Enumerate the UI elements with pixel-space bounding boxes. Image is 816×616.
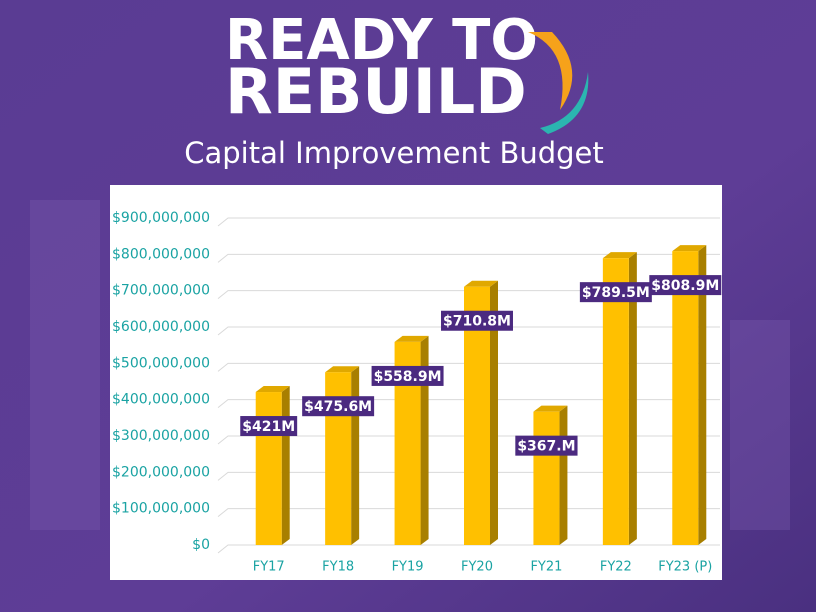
bar [533,411,560,545]
y-tick-label: $200,000,000 [112,464,210,480]
x-tick-label: FY17 [253,560,285,575]
x-tick-label: FY21 [530,560,562,575]
y-tick-label: $100,000,000 [112,501,210,517]
skyline [730,320,790,530]
value-label-bg [302,396,375,417]
value-label-bg [579,282,652,303]
x-tick-label: FY22 [600,560,632,575]
value-label: $475.6M [304,399,372,415]
grid-line [217,253,720,263]
y-tick-label: $900,000,000 [112,210,210,226]
bar-side [490,280,498,545]
bar-side [628,252,637,546]
logo-swoosh [528,32,573,110]
y-tick-label: $500,000,000 [112,355,210,371]
value-label: $421M [242,419,295,435]
chart-title: Capital Improvement Budget [184,136,604,170]
bar [602,258,629,545]
grid-line [217,362,720,372]
value-label-bg [371,365,444,386]
logo-bottom: REBUILD [225,55,527,128]
grid-line [217,217,720,227]
y-tick-label: $300,000,000 [112,428,210,444]
bar-top [602,252,637,259]
bar-top [533,405,568,412]
value-label: $558.9M [374,369,442,385]
bar-top [672,245,707,252]
bar-top [394,335,429,342]
value-label: $789.5M [582,285,650,301]
bar-side [281,386,290,545]
y-tick-label: $400,000,000 [112,392,210,408]
skyline [30,200,100,530]
value-label: $808.9M [651,278,719,294]
value-label-bg [515,435,578,456]
bar [255,392,282,545]
value-label-bg [240,416,298,437]
x-tick-label: FY23 (P) [658,560,712,575]
value-label-bg [441,310,513,331]
y-tick-label: $800,000,000 [112,246,210,262]
y-tick-label: $700,000,000 [112,283,210,299]
grid-line [217,399,720,409]
bar-top [325,366,360,373]
y-tick-label: $600,000,000 [112,319,210,335]
value-label: $367.M [517,439,575,455]
grid-line [217,326,720,336]
bar-side [559,405,568,545]
x-tick-label: FY19 [392,560,424,575]
x-tick-label: FY20 [461,560,493,575]
logo-swoosh [540,72,589,134]
bar-side [420,335,429,545]
value-label-bg [649,275,722,296]
logo-top: READY TO [225,8,538,73]
bar-side [351,366,360,545]
bar-side [698,245,707,545]
bar-top [255,386,290,393]
value-label: $710.8M [443,314,511,330]
x-tick-label: FY18 [322,560,354,575]
bar [672,251,699,545]
grid-line [217,290,720,300]
y-tick-label: $0 [192,537,210,553]
bar-top [464,280,498,287]
